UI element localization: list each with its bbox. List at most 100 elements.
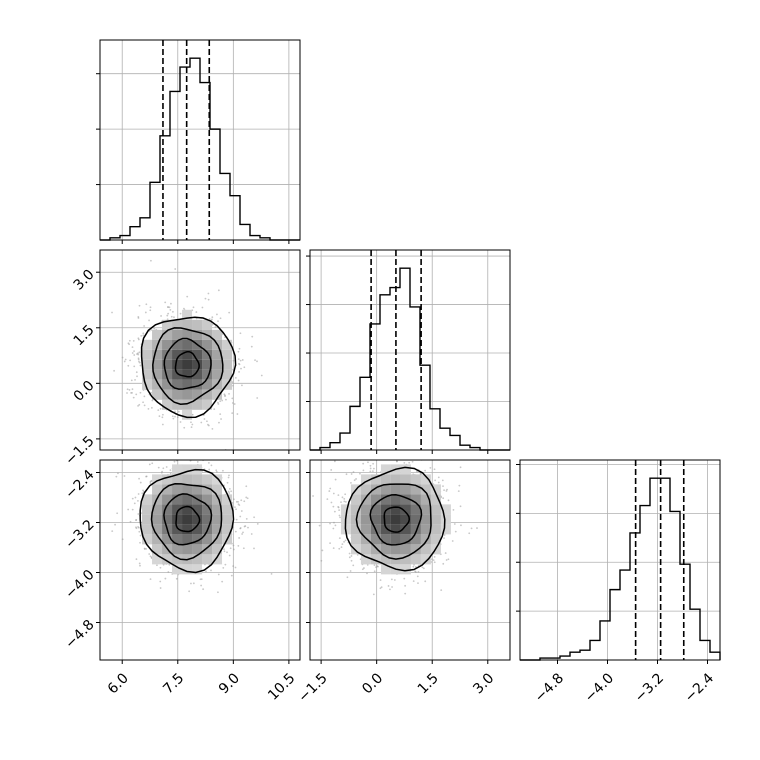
density-cell — [360, 514, 371, 525]
density-cell — [182, 524, 193, 535]
sample-point — [413, 456, 415, 458]
sample-point — [457, 490, 460, 493]
sample-point — [174, 415, 176, 418]
sample-point — [422, 567, 425, 570]
sample-point — [240, 367, 242, 370]
density-cell — [212, 474, 223, 485]
sample-point — [207, 424, 210, 427]
sample-point — [348, 552, 351, 555]
density-cell — [212, 534, 223, 545]
sample-point — [371, 470, 374, 473]
sample-point — [320, 559, 323, 562]
sample-point — [183, 426, 186, 429]
sample-point — [115, 475, 118, 478]
sample-point — [142, 334, 145, 337]
sample-point — [207, 441, 209, 443]
sample-point — [468, 532, 471, 535]
sample-point — [143, 404, 146, 407]
sample-point — [349, 570, 352, 572]
sample-point — [337, 494, 340, 496]
density-cell — [380, 524, 391, 535]
sample-point — [210, 464, 213, 467]
density-cell — [162, 534, 173, 545]
panel-border — [99, 459, 301, 661]
sample-point — [131, 346, 134, 349]
sample-point — [417, 582, 419, 584]
density-cell — [192, 504, 203, 515]
sample-point — [343, 500, 346, 503]
sample-point — [433, 561, 436, 564]
sample-point — [160, 471, 163, 474]
density-cell — [162, 339, 173, 350]
density-cell — [182, 504, 193, 515]
sample-point — [230, 574, 233, 577]
sample-point — [225, 398, 227, 401]
density-cell — [202, 339, 213, 350]
density-cell — [152, 369, 163, 380]
density-cell — [440, 524, 451, 535]
density-cell — [212, 349, 223, 360]
sample-point — [329, 542, 331, 545]
sample-point — [396, 457, 398, 459]
sample-point — [339, 516, 341, 519]
density-cell — [192, 369, 203, 380]
sample-point — [235, 500, 238, 503]
density-cell — [182, 349, 193, 360]
sample-point — [334, 524, 337, 527]
sample-point — [167, 571, 170, 573]
density-cell — [152, 379, 163, 390]
sample-point — [135, 371, 138, 374]
density-cell — [172, 379, 183, 390]
sample-point — [176, 416, 179, 419]
density-cell — [400, 554, 411, 565]
sample-point — [159, 566, 162, 569]
density-cell — [400, 534, 411, 545]
sample-point — [443, 534, 446, 536]
sample-point — [133, 354, 136, 356]
sample-point — [215, 470, 218, 473]
sample-point — [240, 499, 243, 502]
sample-point — [442, 485, 444, 488]
density-cell — [172, 319, 183, 330]
density-cell — [390, 534, 401, 545]
sample-point — [247, 526, 249, 529]
sample-point — [237, 379, 240, 382]
sample-point — [151, 462, 154, 465]
sample-point — [170, 302, 172, 305]
sample-point — [171, 310, 174, 313]
sample-point — [166, 318, 169, 321]
sample-point — [207, 461, 210, 464]
contour-line — [369, 494, 423, 546]
sample-point — [161, 413, 164, 416]
sample-point — [139, 481, 142, 484]
sample-point — [436, 433, 438, 435]
density-cell — [430, 494, 441, 505]
sample-point — [201, 306, 204, 309]
sample-point — [159, 580, 162, 583]
sample-point — [251, 335, 254, 338]
sample-point — [132, 339, 135, 342]
sample-point — [470, 527, 473, 530]
density-cell — [182, 399, 193, 410]
sample-point — [215, 469, 218, 472]
sample-point — [312, 495, 314, 497]
sample-point — [332, 547, 335, 549]
density-cell — [410, 474, 421, 485]
density-cell — [390, 514, 401, 525]
sample-point — [362, 462, 365, 465]
sample-point — [228, 392, 230, 395]
sample-point — [238, 347, 241, 350]
sample-point — [238, 363, 241, 366]
contour-line — [163, 337, 212, 390]
scatter-panel-0-2: 6.0 7.5 9.0 10.5 −4.8 −4.0 −3.2 −2.4 — [62, 441, 301, 704]
density-cell — [182, 534, 193, 545]
density-cell — [142, 504, 153, 515]
density-cell — [142, 359, 153, 370]
sample-point — [241, 384, 243, 387]
sample-point — [179, 421, 182, 423]
sample-point — [183, 307, 185, 310]
sample-point — [202, 588, 205, 591]
density-cell — [162, 379, 173, 390]
density-cell — [162, 329, 173, 340]
